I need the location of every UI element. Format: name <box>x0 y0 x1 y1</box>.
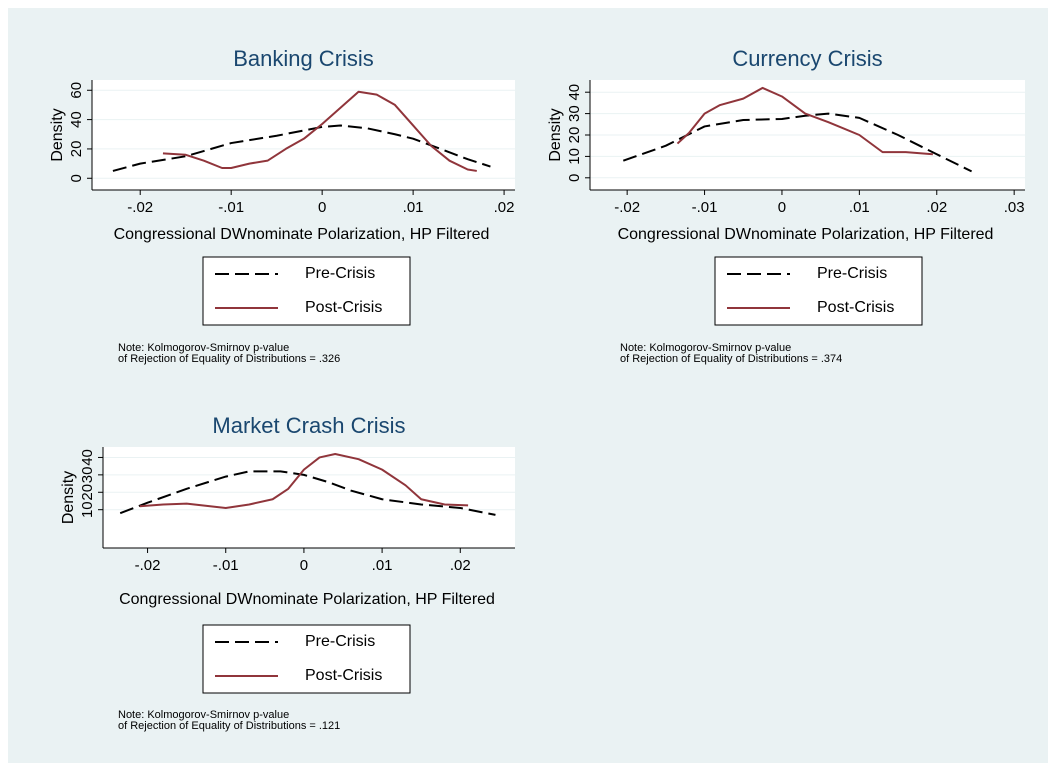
x-axis-label: Congressional DWnominate Polarization, H… <box>618 226 994 243</box>
x-tick-label: .02 <box>494 199 515 216</box>
x-tick-label: -.02 <box>614 199 640 216</box>
y-tick-label: 20 <box>79 484 96 501</box>
legend-label: Post-Crisis <box>305 667 382 684</box>
x-tick-label: .02 <box>926 199 947 216</box>
x-tick-label: 0 <box>318 199 326 216</box>
legend-label: Pre-Crisis <box>817 265 887 282</box>
legend-label: Post-Crisis <box>305 299 382 316</box>
density-line <box>139 452 469 509</box>
legend-box <box>202 624 411 694</box>
density-line <box>162 90 477 172</box>
x-tick-label: -.01 <box>692 199 718 216</box>
y-tick-label: 20 <box>68 141 85 158</box>
x-tick-label: -.01 <box>218 199 244 216</box>
note: Note: Kolmogorov-Smirnov p-value <box>118 342 289 354</box>
y-tick-label: 10 <box>566 148 583 165</box>
x-tick-label: .01 <box>372 557 393 574</box>
density-line <box>676 86 933 156</box>
y-tick-label: 30 <box>79 467 96 484</box>
note: of Rejection of Equality of Distribution… <box>118 353 340 365</box>
y-axis-label: Density <box>60 471 77 524</box>
y-tick-label: 40 <box>68 111 85 128</box>
x-tick-label: .01 <box>403 199 424 216</box>
y-tick-label: 40 <box>79 449 96 466</box>
x-tick-label: -.02 <box>135 557 161 574</box>
x-tick-label: -.02 <box>127 199 153 216</box>
chart-title: Currency Crisis <box>732 46 882 71</box>
y-tick-label: 40 <box>566 84 583 101</box>
legend-label: Pre-Crisis <box>305 633 375 650</box>
y-tick-label: 20 <box>566 127 583 144</box>
legend-label: Pre-Crisis <box>305 265 375 282</box>
y-tick-label: 10 <box>79 501 96 518</box>
note: of Rejection of Equality of Distribution… <box>118 720 340 732</box>
y-axis-label: Density <box>49 108 66 161</box>
density-line <box>622 112 973 173</box>
x-tick-label: 0 <box>300 557 308 574</box>
x-tick-label: -.01 <box>213 557 239 574</box>
note: Note: Kolmogorov-Smirnov p-value <box>620 342 791 354</box>
legend-box <box>202 256 411 326</box>
y-tick-label: 0 <box>566 174 583 182</box>
x-axis-label: Congressional DWnominate Polarization, H… <box>114 226 490 243</box>
note: Note: Kolmogorov-Smirnov p-value <box>118 709 289 721</box>
x-tick-label: .01 <box>849 199 870 216</box>
legend-label: Post-Crisis <box>817 299 894 316</box>
y-tick-label: 30 <box>566 105 583 122</box>
density-line <box>119 470 496 516</box>
x-axis-label: Congressional DWnominate Polarization, H… <box>119 591 495 608</box>
y-tick-label: 0 <box>68 174 85 182</box>
y-tick-label: 60 <box>68 82 85 99</box>
chart-title: Banking Crisis <box>233 46 374 71</box>
chart-title: Market Crash Crisis <box>212 413 405 438</box>
plot-region <box>92 80 515 190</box>
y-axis-label: Density <box>547 108 564 161</box>
x-tick-label: .03 <box>1004 199 1025 216</box>
legend-box <box>714 256 923 326</box>
x-tick-label: 0 <box>778 199 786 216</box>
plot-region <box>103 447 515 548</box>
note: of Rejection of Equality of Distribution… <box>620 353 842 365</box>
density-line <box>112 124 491 172</box>
x-tick-label: .02 <box>450 557 471 574</box>
